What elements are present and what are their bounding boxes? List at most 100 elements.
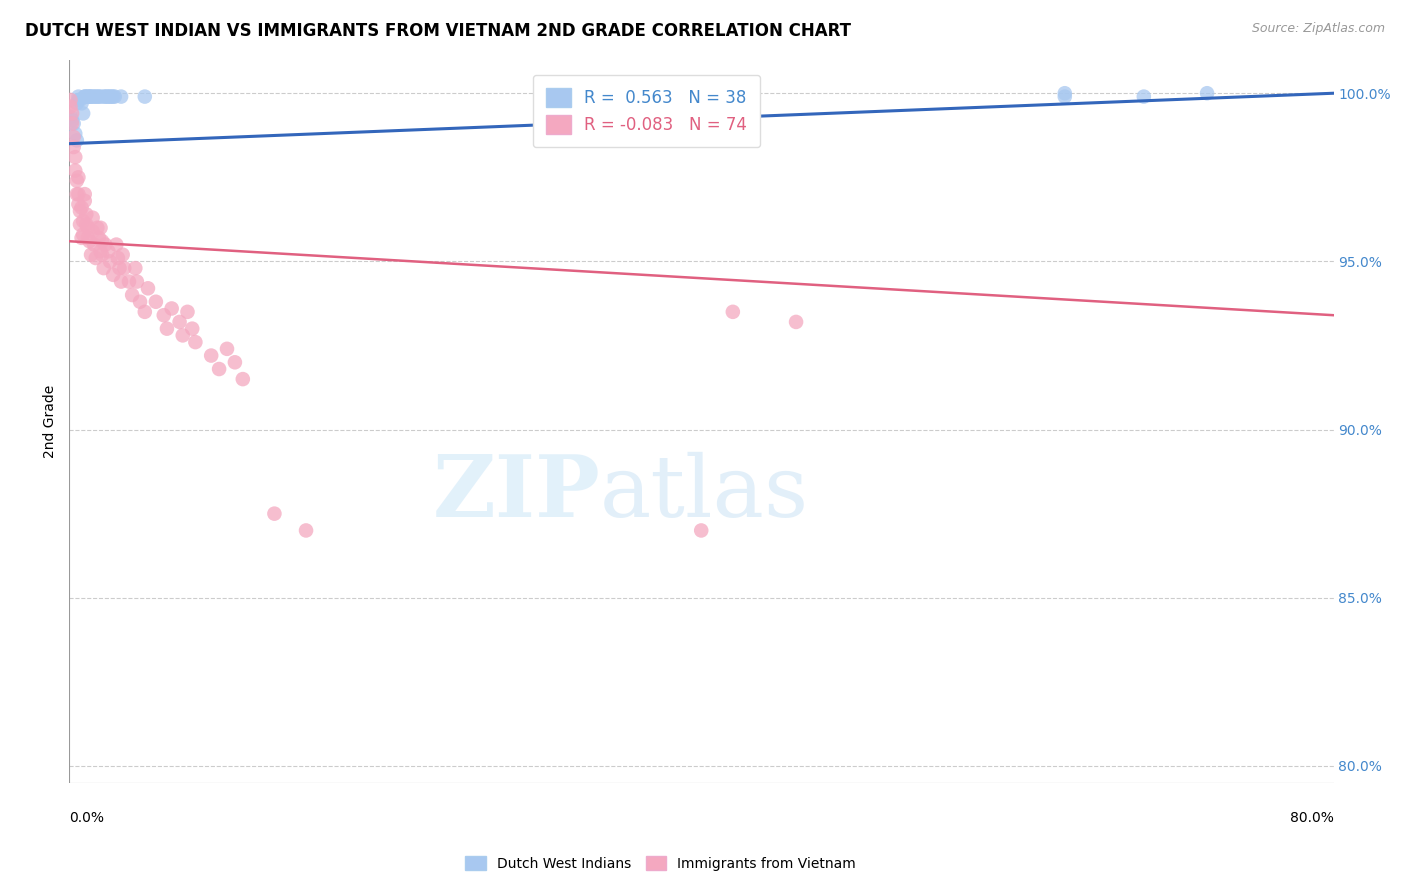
Text: ZIP: ZIP (432, 451, 600, 535)
Point (66, 187, 89, 202)
Point (75, 89, 97, 103)
Point (84, 89, 107, 103)
Point (59, 110, 82, 124)
Point (86, 220, 108, 235)
Point (100, 89, 122, 103)
Point (66, 96, 89, 111)
Point (111, 248, 134, 262)
Point (156, 321, 179, 335)
Text: 80.0%: 80.0% (1289, 812, 1333, 825)
Point (97, 89, 120, 103)
Point (108, 261, 131, 276)
Point (208, 362, 231, 376)
Legend: R =  0.563   N = 38, R = -0.083   N = 74: R = 0.563 N = 38, R = -0.083 N = 74 (533, 75, 761, 147)
Point (62, 130, 84, 145)
Point (145, 294, 167, 309)
Point (62, 140, 84, 154)
Point (87, 89, 110, 103)
Point (73, 187, 96, 202)
Point (90, 244, 112, 259)
Point (67, 93, 90, 107)
Point (107, 251, 129, 265)
Point (91, 234, 114, 248)
Point (721, 305, 744, 319)
Point (90, 89, 112, 103)
Point (94, 237, 117, 252)
Point (104, 89, 127, 103)
Point (105, 237, 128, 252)
Point (66, 133, 89, 147)
Point (129, 294, 152, 309)
Point (176, 305, 198, 319)
Point (72, 214, 94, 228)
Point (70, 201, 93, 215)
Point (110, 89, 132, 103)
Point (98, 254, 121, 268)
Point (69, 203, 91, 218)
Point (134, 305, 156, 319)
Point (69, 93, 91, 107)
Point (79, 234, 101, 248)
Point (160, 301, 183, 316)
Point (67, 170, 90, 185)
Point (69, 218, 91, 232)
Point (67, 187, 90, 202)
Point (232, 372, 254, 386)
Point (75, 207, 97, 221)
Point (82, 211, 104, 225)
Point (60, 116, 83, 130)
Point (112, 261, 135, 276)
Point (59, 93, 82, 107)
Point (169, 315, 191, 329)
Point (103, 89, 125, 103)
Point (62, 116, 84, 130)
Point (67, 197, 90, 211)
Point (152, 308, 174, 322)
Legend: Dutch West Indians, Immigrants from Vietnam: Dutch West Indians, Immigrants from Viet… (460, 850, 862, 876)
Point (72, 227, 94, 242)
Point (75, 218, 97, 232)
Point (93, 261, 115, 276)
Point (215, 342, 238, 356)
Point (73, 89, 96, 103)
Point (60, 113, 83, 128)
Point (172, 328, 194, 343)
Point (96, 89, 118, 103)
Point (94, 89, 117, 103)
Point (67, 89, 90, 103)
Point (70, 96, 93, 111)
Point (80, 248, 103, 262)
Point (59, 100, 82, 114)
Point (70, 231, 93, 245)
Point (65, 163, 87, 178)
Point (77, 220, 100, 235)
Point (65, 150, 87, 164)
Point (181, 321, 204, 335)
Point (73, 89, 96, 103)
Point (184, 335, 207, 350)
Point (110, 275, 132, 289)
Point (93, 89, 115, 103)
Point (77, 231, 100, 245)
Point (84, 251, 107, 265)
Point (65, 127, 87, 141)
Point (86, 89, 108, 103)
Point (136, 281, 159, 295)
Point (224, 355, 246, 369)
Point (77, 89, 100, 103)
Point (83, 89, 105, 103)
Point (200, 349, 222, 363)
Point (90, 220, 112, 235)
Point (118, 275, 141, 289)
Point (80, 89, 103, 103)
Point (1197, 87, 1219, 101)
Text: DUTCH WEST INDIAN VS IMMIGRANTS FROM VIETNAM 2ND GRADE CORRELATION CHART: DUTCH WEST INDIAN VS IMMIGRANTS FROM VIE… (25, 22, 851, 40)
Point (97, 244, 120, 259)
Text: 0.0%: 0.0% (69, 812, 104, 825)
Text: Source: ZipAtlas.com: Source: ZipAtlas.com (1251, 22, 1385, 36)
Point (72, 106, 94, 120)
Point (125, 275, 148, 289)
Point (263, 507, 285, 521)
Point (690, 524, 713, 538)
Point (1053, 89, 1076, 103)
